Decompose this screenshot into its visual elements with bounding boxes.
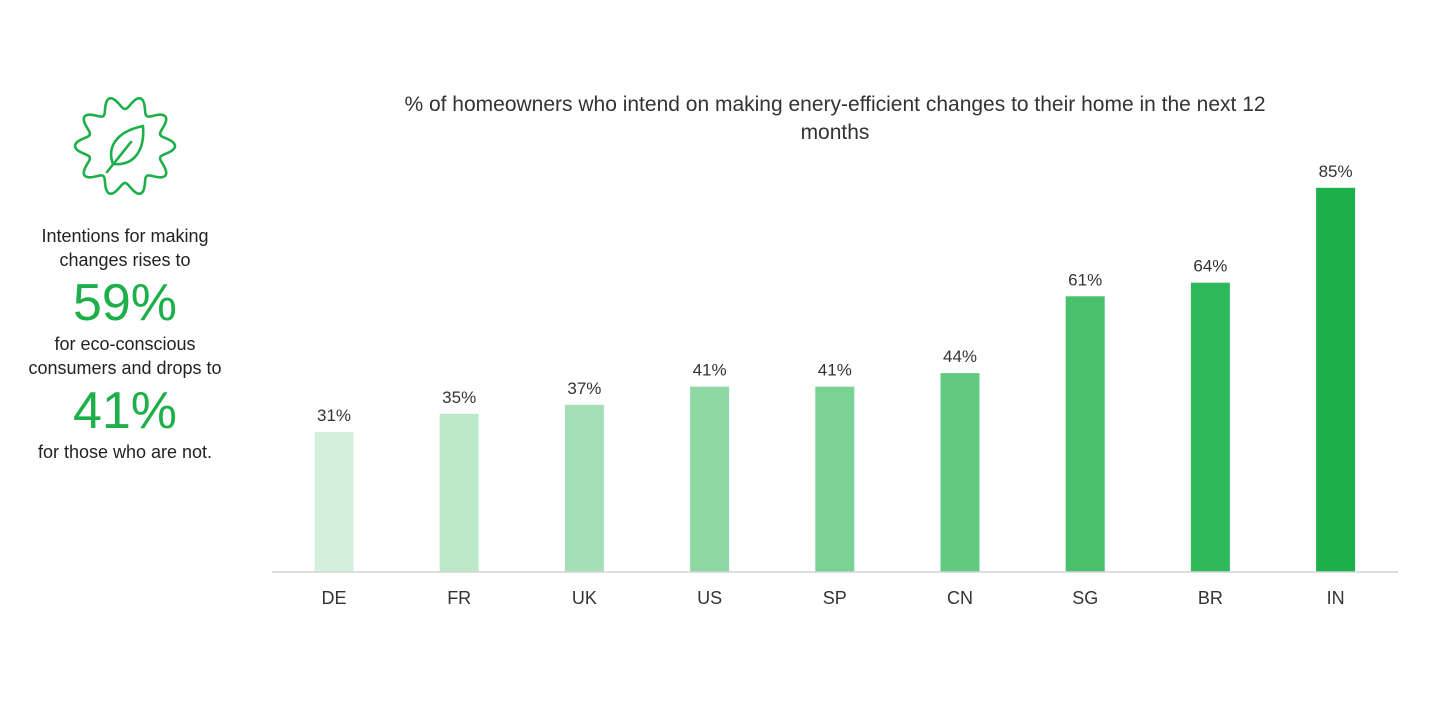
side-text-not: for those who are not. [37,442,213,462]
side-panel: Intentions for making changes rises to 5… [20,90,230,464]
x-tick-label-cn: CN [947,588,973,608]
bar-uk [564,404,604,572]
bar-us [690,386,730,572]
data-label-uk: 37% [567,379,601,398]
not-eco-conscious-percentage: 41% [72,382,178,440]
data-label-in: 85% [1319,162,1353,181]
x-tick-label-sg: SG [1072,588,1098,608]
data-label-fr: 35% [442,388,476,407]
data-label-us: 41% [693,361,727,380]
bar-in [1316,187,1356,573]
chart-title: % of homeowners who intend on making ene… [404,93,1266,144]
bar-cn [940,373,980,572]
eco-conscious-percentage: 59% [72,274,178,332]
bar-fr [439,413,479,572]
side-text-intentions: Intentions for making changes rises to [41,226,209,270]
bar-de [314,431,354,572]
x-tick-label-in: IN [1327,588,1345,608]
data-label-br: 64% [1193,257,1227,276]
leaf-gear-icon [73,96,177,196]
x-tick-label-us: US [697,588,722,608]
x-tick-label-br: BR [1198,588,1223,608]
x-tick-label-de: DE [321,588,346,608]
side-text-eco-conscious: for eco-conscious consumers and drops to [28,334,222,378]
data-label-cn: 44% [943,347,977,366]
x-tick-label-uk: UK [572,588,597,608]
data-label-sg: 61% [1068,270,1102,289]
bar-sp [815,386,855,572]
bar-br [1190,282,1230,572]
x-tick-label-sp: SP [823,588,847,608]
data-label-de: 31% [317,406,351,425]
data-label-sp: 41% [818,361,852,380]
bar-sg [1065,296,1105,572]
bars-layer: 31% DE 35% FR 37% UK 41% US 41% SP 44% CN 61% SG 64% BR… [314,162,1356,608]
x-tick-label-fr: FR [447,588,471,608]
